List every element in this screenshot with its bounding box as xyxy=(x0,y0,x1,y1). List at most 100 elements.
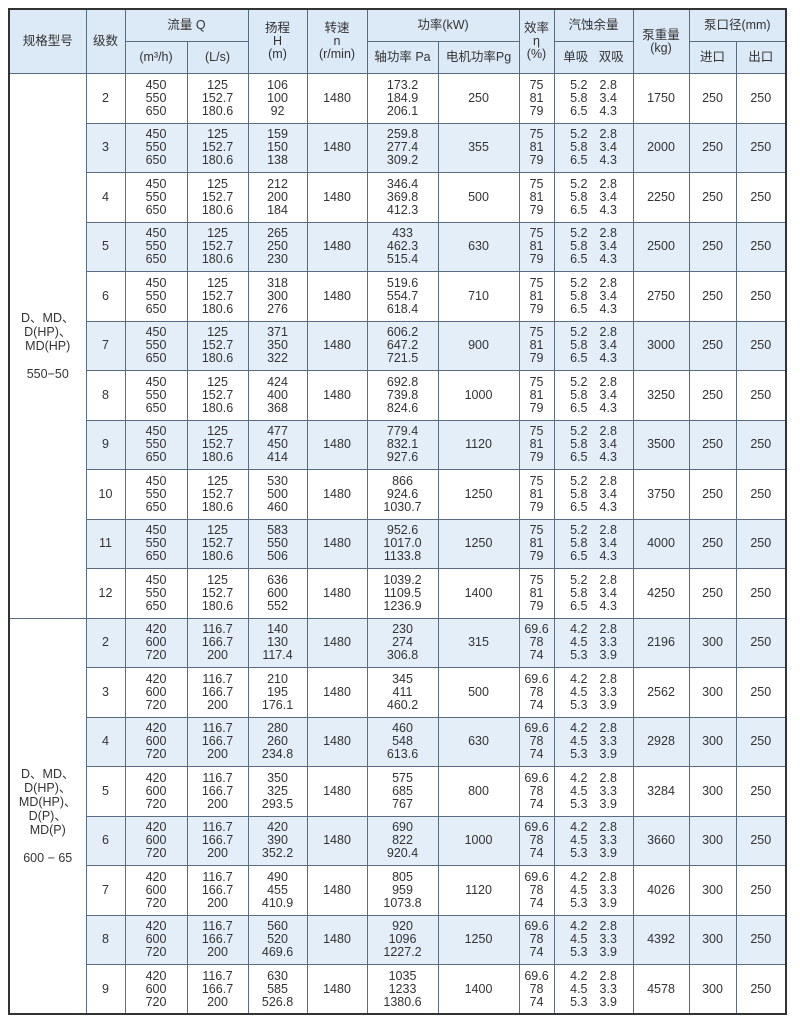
inlet-cell: 300 xyxy=(688,716,737,767)
flow-m3h-cell: 450 550 650 xyxy=(124,221,188,272)
weight-cell: 1750 xyxy=(632,73,690,124)
header-power: 功率(kW) xyxy=(366,8,520,42)
shaft-power-cell: 460 548 613.6 xyxy=(366,716,439,767)
motor-power-cell: 250 xyxy=(437,73,520,124)
npsh-double-values: 2.8 3.4 4.3 xyxy=(599,176,617,217)
weight-cell: 3660 xyxy=(632,815,690,866)
flow-m3h-cell: 420 600 720 xyxy=(124,617,188,668)
efficiency-cell: 69.6 78 74 xyxy=(518,766,555,817)
table-row: 3 450 550 650 125 152.7 180.6 159 150 138 14… xyxy=(9,122,787,173)
motor-power-cell: 355 xyxy=(437,122,520,173)
weight-cell: 4250 xyxy=(632,568,690,619)
motor-power-cell: 800 xyxy=(437,766,520,817)
motor-power-cell: 1000 xyxy=(437,815,520,866)
weight-cell: 3000 xyxy=(632,320,690,371)
header-motor-power: 电机功率Pg xyxy=(437,41,520,74)
flow-ls-cell: 116.7 166.7 200 xyxy=(186,766,249,817)
weight-cell: 2500 xyxy=(632,221,690,272)
pump-spec-table: 规格型号 级数 流量 Q 扬程 H (m) 转速 n (r/min) 功率(kW… xyxy=(8,8,788,1015)
motor-power-cell: 500 xyxy=(437,172,520,223)
efficiency-cell: 69.6 78 74 xyxy=(518,617,555,668)
outlet-cell: 250 xyxy=(735,716,787,767)
table-row: 5 420 600 720 116.7 166.7 200 350 325 293.5… xyxy=(9,766,787,817)
flow-m3h-cell: 450 550 650 xyxy=(124,370,188,421)
stages-cell: 4 xyxy=(85,716,126,767)
speed-cell: 1480 xyxy=(306,914,368,965)
shaft-power-cell: 519.6 554.7 618.4 xyxy=(366,271,439,322)
flow-ls-cell: 125 152.7 180.6 xyxy=(186,320,249,371)
motor-power-cell: 1250 xyxy=(437,914,520,965)
model-cell: D、MD、 D(HP)、 MD(HP)、 D(P)、 MD(P) 600 − 6… xyxy=(8,617,87,1015)
npsh-double-values: 2.8 3.4 4.3 xyxy=(599,424,617,465)
header-stages: 级数 xyxy=(85,8,126,74)
npsh-cell: 4.2 4.5 5.3 2.8 3.3 3.9 xyxy=(553,716,634,767)
inlet-cell: 300 xyxy=(688,667,737,718)
weight-cell: 3750 xyxy=(632,469,690,520)
inlet-cell: 250 xyxy=(688,172,737,223)
weight-cell: 4578 xyxy=(632,964,690,1015)
head-cell: 583 550 506 xyxy=(247,518,308,569)
flow-ls-cell: 125 152.7 180.6 xyxy=(186,419,249,470)
table-row: 4 420 600 720 116.7 166.7 200 280 260 234.8… xyxy=(9,716,787,767)
outlet-cell: 250 xyxy=(735,73,787,124)
table-row: 6 420 600 720 116.7 166.7 200 420 390 352.2… xyxy=(9,815,787,866)
inlet-cell: 250 xyxy=(688,370,737,421)
flow-m3h-cell: 420 600 720 xyxy=(124,766,188,817)
head-cell: 477 450 414 xyxy=(247,419,308,470)
table-row: 7 420 600 720 116.7 166.7 200 490 455 410.9… xyxy=(9,865,787,916)
npsh-double-values: 2.8 3.4 4.3 xyxy=(599,77,617,118)
npsh-single-values: 4.2 4.5 5.3 xyxy=(570,622,588,663)
npsh-cell: 5.2 5.8 6.5 2.8 3.4 4.3 xyxy=(553,122,634,173)
head-cell: 212 200 184 xyxy=(247,172,308,223)
speed-cell: 1480 xyxy=(306,815,368,866)
shaft-power-cell: 173.2 184.9 206.1 xyxy=(366,73,439,124)
efficiency-cell: 69.6 78 74 xyxy=(518,667,555,718)
inlet-cell: 250 xyxy=(688,518,737,569)
head-cell: 280 260 234.8 xyxy=(247,716,308,767)
head-cell: 159 150 138 xyxy=(247,122,308,173)
shaft-power-cell: 805 959 1073.8 xyxy=(366,865,439,916)
stages-cell: 12 xyxy=(85,568,126,619)
npsh-cell: 5.2 5.8 6.5 2.8 3.4 4.3 xyxy=(553,271,634,322)
shaft-power-cell: 433 462.3 515.4 xyxy=(366,221,439,272)
motor-power-cell: 630 xyxy=(437,221,520,272)
inlet-cell: 250 xyxy=(688,122,737,173)
npsh-cell: 5.2 5.8 6.5 2.8 3.4 4.3 xyxy=(553,370,634,421)
npsh-single-values: 4.2 4.5 5.3 xyxy=(570,820,588,861)
flow-m3h-cell: 420 600 720 xyxy=(124,667,188,718)
npsh-cell: 4.2 4.5 5.3 2.8 3.3 3.9 xyxy=(553,815,634,866)
outlet-cell: 250 xyxy=(735,815,787,866)
stages-cell: 8 xyxy=(85,914,126,965)
inlet-cell: 300 xyxy=(688,865,737,916)
inlet-cell: 300 xyxy=(688,617,737,668)
motor-power-cell: 1250 xyxy=(437,469,520,520)
head-cell: 371 350 322 xyxy=(247,320,308,371)
speed-cell: 1480 xyxy=(306,221,368,272)
table-row: 8 420 600 720 116.7 166.7 200 560 520 469.6… xyxy=(9,914,787,965)
npsh-single-values: 5.2 5.8 6.5 xyxy=(570,572,588,613)
inlet-cell: 250 xyxy=(688,568,737,619)
speed-cell: 1480 xyxy=(306,617,368,668)
efficiency-cell: 75 81 79 xyxy=(518,469,555,520)
inlet-cell: 250 xyxy=(688,73,737,124)
motor-power-cell: 900 xyxy=(437,320,520,371)
header-outlet: 出口 xyxy=(735,41,787,74)
npsh-double-values: 2.8 3.3 3.9 xyxy=(599,622,617,663)
efficiency-cell: 75 81 79 xyxy=(518,271,555,322)
weight-cell: 2250 xyxy=(632,172,690,223)
npsh-single-values: 4.2 4.5 5.3 xyxy=(570,721,588,762)
table-row: 9 420 600 720 116.7 166.7 200 630 585 526.8… xyxy=(9,964,787,1015)
npsh-single-values: 5.2 5.8 6.5 xyxy=(570,77,588,118)
npsh-single-values: 4.2 4.5 5.3 xyxy=(570,770,588,811)
speed-cell: 1480 xyxy=(306,419,368,470)
head-cell: 420 390 352.2 xyxy=(247,815,308,866)
motor-power-cell: 1000 xyxy=(437,370,520,421)
stages-cell: 2 xyxy=(85,617,126,668)
npsh-double-values: 2.8 3.4 4.3 xyxy=(599,275,617,316)
npsh-double-values: 2.8 3.3 3.9 xyxy=(599,770,617,811)
shaft-power-cell: 690 822 920.4 xyxy=(366,815,439,866)
shaft-power-cell: 866 924.6 1030.7 xyxy=(366,469,439,520)
table-row: 6 450 550 650 125 152.7 180.6 318 300 276 14… xyxy=(9,271,787,322)
flow-ls-cell: 125 152.7 180.6 xyxy=(186,518,249,569)
table-row: 7 450 550 650 125 152.7 180.6 371 350 322 14… xyxy=(9,320,787,371)
